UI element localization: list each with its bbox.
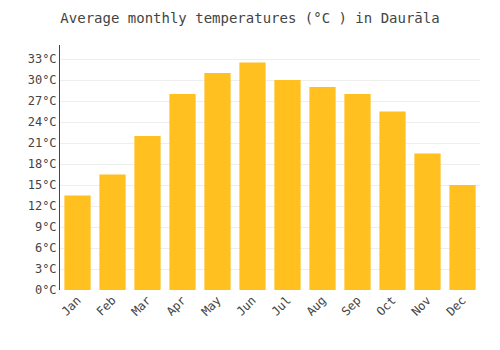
svg-text:15°C: 15°C [28,178,57,192]
svg-text:21°C: 21°C [28,136,57,150]
svg-text:18°C: 18°C [28,157,57,171]
svg-text:Nov: Nov [409,293,434,318]
svg-text:30°C: 30°C [28,73,57,87]
svg-text:Feb: Feb [94,293,119,318]
svg-text:27°C: 27°C [28,94,57,108]
svg-text:3°C: 3°C [35,262,57,276]
svg-text:Apr: Apr [164,293,189,318]
svg-text:Jun: Jun [234,293,259,318]
svg-text:9°C: 9°C [35,220,57,234]
svg-text:Jul: Jul [269,293,294,318]
svg-text:Oct: Oct [374,293,399,318]
svg-text:Aug: Aug [304,293,329,318]
svg-text:6°C: 6°C [35,241,57,255]
svg-text:Average monthly temperatures (: Average monthly temperatures (°C ) in Da… [60,10,439,26]
svg-text:33°C: 33°C [28,52,57,66]
svg-text:Sep: Sep [339,293,364,318]
svg-text:0°C: 0°C [35,283,57,297]
svg-text:May: May [199,293,224,318]
svg-text:Jan: Jan [59,293,84,318]
svg-text:12°C: 12°C [28,199,57,213]
svg-text:24°C: 24°C [28,115,57,129]
svg-text:Dec: Dec [444,293,469,318]
svg-text:Mar: Mar [129,293,154,318]
